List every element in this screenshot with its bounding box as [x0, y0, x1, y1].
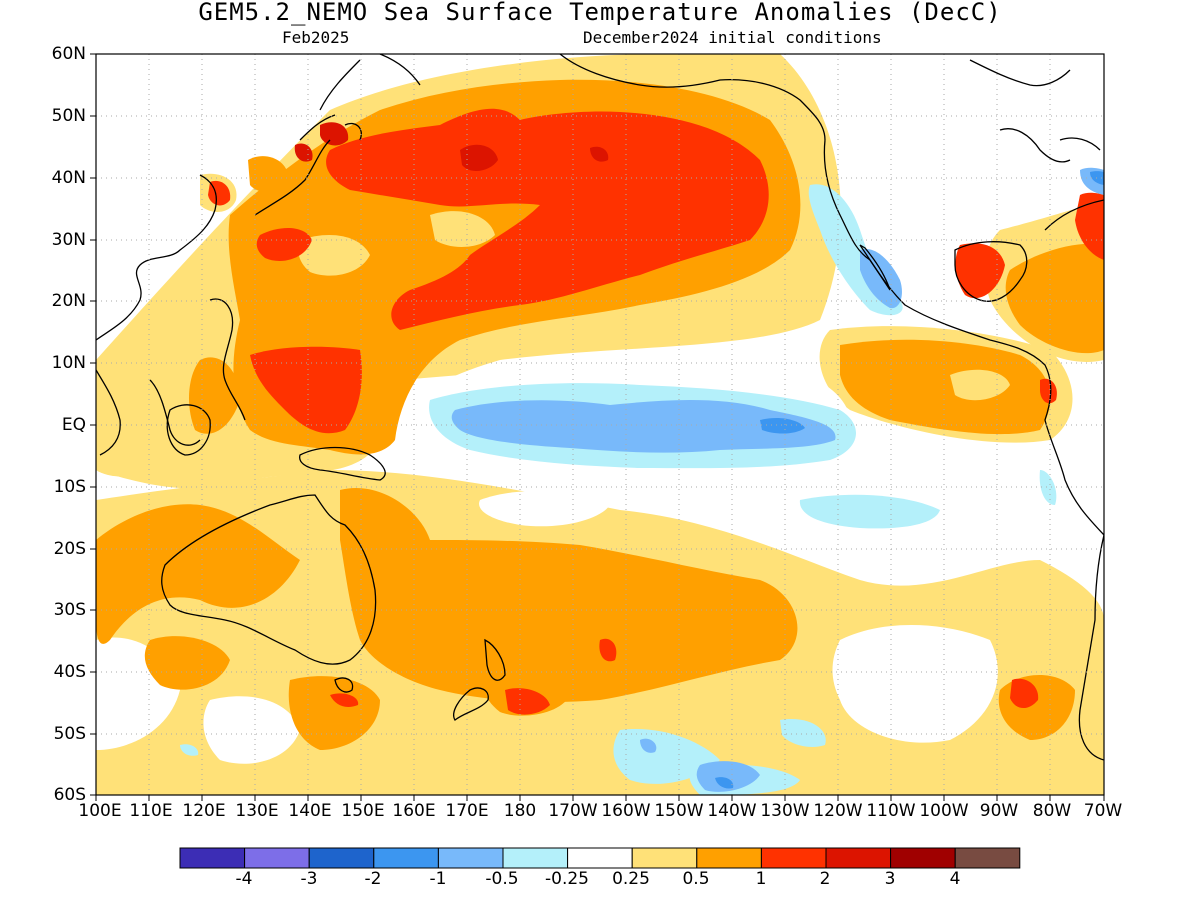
lon-ticks: [95, 795, 1105, 801]
lat-label: 60S: [53, 785, 86, 805]
colorbar-label: 2: [819, 869, 831, 889]
lon-label: 100E: [78, 801, 122, 821]
canada-east-coast: [999, 128, 1101, 163]
lat-lon-grid: [96, 54, 1104, 795]
lon-label: 120W: [813, 801, 863, 821]
colorbar-swatch: [373, 847, 439, 869]
lon-label: 170E: [445, 801, 489, 821]
map-title: GEM5.2_NEMO Sea Surface Temperature Anom…: [198, 0, 1002, 26]
new-guinea-coast: [299, 446, 386, 481]
lon-label: 140E: [288, 801, 332, 821]
lon-label: 130E: [235, 801, 279, 821]
lat-label: 30N: [51, 230, 86, 250]
lon-label: 80W: [1032, 801, 1072, 821]
lat-label: 10S: [53, 477, 86, 497]
colorbar-label: 0.25: [612, 869, 650, 889]
lon-label: 130W: [760, 801, 810, 821]
colorbar-label: -1: [429, 869, 447, 889]
coastlines: [96, 54, 1104, 761]
lon-label: 70W: [1083, 801, 1123, 821]
colorbar-swatch: [890, 847, 956, 869]
colorbar-label: -3: [300, 869, 318, 889]
hudson-coast: [969, 59, 1071, 87]
lon-label: 120E: [182, 801, 226, 821]
lat-label: 20N: [51, 291, 86, 311]
lat-label: 60N: [51, 44, 86, 64]
lon-label: 100W: [919, 801, 969, 821]
borneo-coast: [166, 404, 211, 456]
colorbar-label: 1: [755, 869, 767, 889]
south-america-west-coast: [1078, 534, 1104, 761]
colorbar-swatch: [696, 847, 762, 869]
new-zealand-coast: [453, 638, 506, 721]
anomaly-cool-strong: [715, 171, 1104, 789]
lon-label: 110E: [129, 801, 173, 821]
lon-label: 160W: [601, 801, 651, 821]
lat-label: 40S: [53, 662, 86, 682]
colorbar-swatch: [760, 847, 827, 869]
colorbar-label: 4: [949, 869, 961, 889]
colorbar-label: -4: [235, 869, 253, 889]
anomaly-field: [96, 54, 1104, 795]
colorbar-label: 0.5: [682, 869, 710, 889]
colorbar-swatch: [437, 847, 504, 869]
colorbar-swatch: [244, 847, 310, 869]
lat-ticks: [90, 53, 96, 796]
lon-label: 90W: [979, 801, 1019, 821]
colorbar-swatch: [567, 847, 633, 869]
north-america-west-coast: [823, 139, 1104, 536]
lat-label: 20S: [53, 539, 86, 559]
lon-label: 180: [503, 801, 537, 821]
australia-coast: [161, 494, 377, 665]
colorbar-label: -0.5: [485, 869, 519, 889]
lat-label: 50S: [53, 724, 86, 744]
tasmania-coast: [334, 677, 354, 693]
lat-label: 50N: [51, 106, 86, 126]
gulf-of-mexico-coast: [954, 199, 1104, 302]
colorbar-label: -0.25: [545, 869, 589, 889]
colorbar: [179, 847, 1021, 869]
initial-conditions: December2024 initial conditions: [583, 28, 882, 47]
colorbar-swatch: [308, 847, 375, 869]
anomaly-cool-mid: [451, 167, 1104, 792]
colorbar-label: -2: [364, 869, 382, 889]
anomaly-warm-extreme: [294, 122, 609, 172]
lat-label: EQ: [61, 415, 86, 435]
lon-label: 150W: [654, 801, 704, 821]
anomaly-warm-strong: [208, 108, 1104, 715]
alaska-coast: [559, 54, 826, 141]
kamchatka-coast: [319, 54, 421, 111]
lon-label: 110W: [866, 801, 916, 821]
colorbar-swatch: [631, 847, 698, 869]
forecast-month: Feb2025: [282, 28, 350, 47]
lat-label: 10N: [51, 353, 86, 373]
colorbar-swatch: [954, 847, 1021, 869]
colorbar-swatch: [502, 847, 569, 869]
colorbar-swatch: [179, 847, 246, 869]
colorbar-label: 3: [884, 869, 896, 889]
lat-label: 30S: [53, 600, 86, 620]
lon-label: 170W: [548, 801, 598, 821]
baja-coast: [859, 244, 891, 291]
lon-label: 160E: [392, 801, 436, 821]
lon-label: 140W: [707, 801, 757, 821]
lat-label: 40N: [51, 168, 86, 188]
colorbar-swatch: [825, 847, 892, 869]
lon-label: 150E: [341, 801, 385, 821]
southeast-asia-coast: [96, 174, 246, 456]
